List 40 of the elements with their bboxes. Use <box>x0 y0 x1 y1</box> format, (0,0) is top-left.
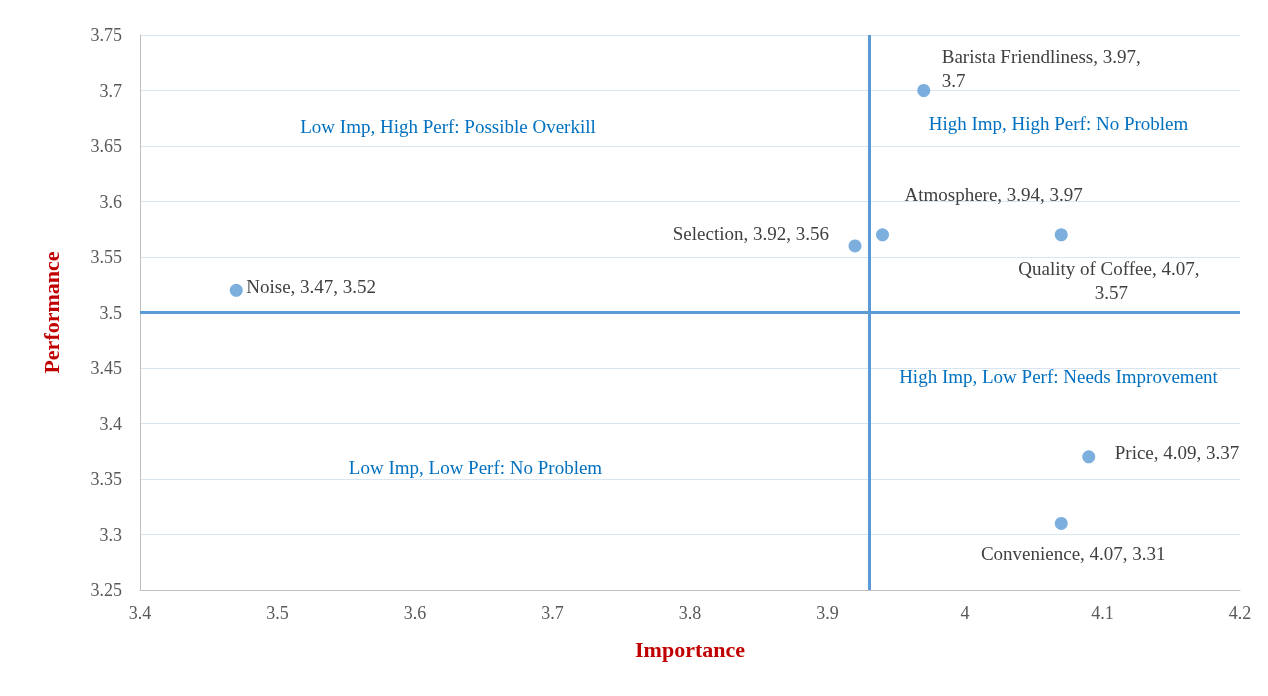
annotation: Quality of Coffee, 4.07, 3.57 <box>1018 258 1205 304</box>
annotation: High Imp, High Perf: No Problem <box>928 113 1189 135</box>
y-tick-label: 3.55 <box>90 247 122 267</box>
x-tick-label: 3.5 <box>266 603 289 623</box>
point <box>229 283 243 297</box>
annotation: Barista Friendliness, 3.97, 3.7 <box>941 46 1146 91</box>
y-tick-label: 3.75 <box>90 25 122 45</box>
point <box>876 228 889 242</box>
annotation: Noise, 3.47, 3.52 <box>246 275 377 297</box>
y-tick-label: 3.4 <box>99 413 122 434</box>
annotation: Convenience, 4.07, 3.31 <box>980 542 1166 564</box>
point <box>1054 516 1068 530</box>
x-tick-label: 3.9 <box>816 603 839 623</box>
point <box>1082 450 1096 464</box>
y-tick-label: 3.45 <box>90 358 122 378</box>
y-tick-label: 3.5 <box>99 302 122 323</box>
point <box>917 84 931 97</box>
x-tick-label: 4.1 <box>1091 603 1114 623</box>
annotation: Price, 4.09, 3.37 <box>1114 442 1240 464</box>
x-tick-label: 4.2 <box>1228 603 1252 623</box>
x-tick-label: 3.7 <box>541 603 564 623</box>
annotation: Atmosphere, 3.94, 3.97 <box>904 184 1083 206</box>
point <box>1054 228 1068 242</box>
point <box>848 239 862 253</box>
x-tick-label: 4 <box>960 603 970 623</box>
y-tick-label: 3.6 <box>99 191 122 212</box>
y-axis-title: Performance <box>38 251 64 374</box>
y-tick-label: 3.3 <box>99 524 122 545</box>
y-tick-label: 3.25 <box>90 580 122 600</box>
x-tick-label: 3.8 <box>678 603 702 623</box>
annotation: Low Imp, Low Perf: No Problem <box>348 457 603 479</box>
x-axis-title: Importance <box>635 636 746 662</box>
x-tick-label: 3.4 <box>128 603 152 623</box>
y-tick-label: 3.35 <box>90 469 122 489</box>
x-tick-label: 3.6 <box>403 603 427 623</box>
y-tick-label: 3.7 <box>99 80 122 101</box>
y-tick-label: 3.65 <box>90 136 122 156</box>
annotation: Low Imp, High Perf: Possible Overkill <box>300 116 596 138</box>
annotation: Selection, 3.92, 3.56 <box>672 223 829 245</box>
annotation: High Imp, Low Perf: Needs Improvement <box>899 365 1219 387</box>
